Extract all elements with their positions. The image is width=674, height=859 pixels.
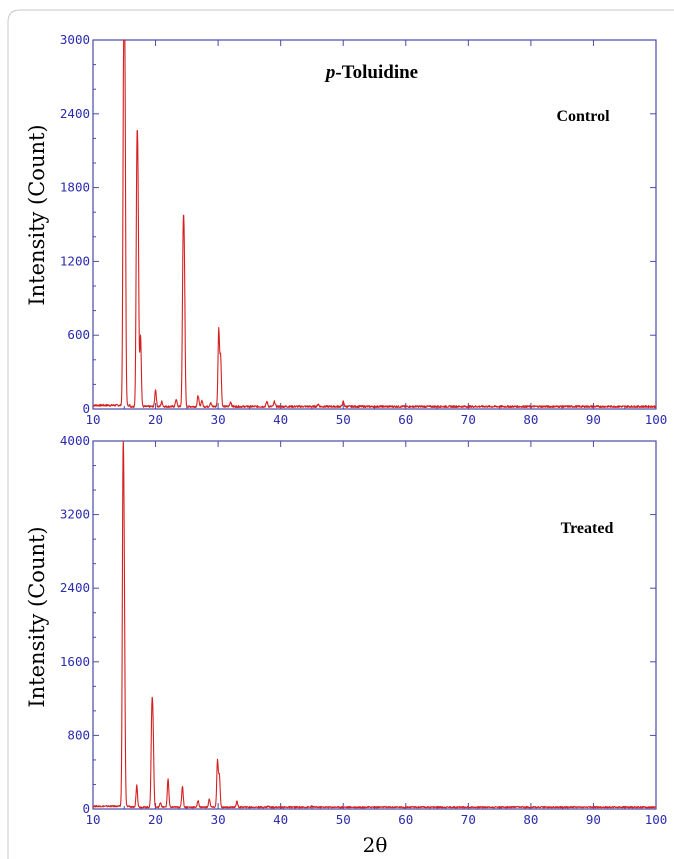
y-tick-label: 3200 (60, 507, 90, 522)
y-tick-label: 1600 (60, 654, 90, 669)
y-tick-label: 3000 (60, 32, 90, 47)
x-tick-label: 60 (398, 812, 413, 827)
y-tick-label: 1800 (60, 180, 90, 195)
x-tick-label: 10 (85, 812, 100, 827)
y-tick-label: 1200 (60, 253, 90, 268)
y-tick-label: 800 (67, 727, 90, 742)
x-tick-label: 20 (148, 412, 163, 427)
y-tick-label: 600 (67, 327, 90, 342)
y-tick-label: 4000 (60, 433, 90, 448)
x-tick-label: 80 (523, 412, 538, 427)
chart-title-rest: -Toluidine (335, 62, 418, 83)
x-tick-label: 90 (586, 412, 601, 427)
figure-frame (7, 9, 674, 859)
x-tick-label: 100 (645, 812, 668, 827)
x-tick-label: 20 (148, 812, 163, 827)
y-tick-label: 2400 (60, 106, 90, 121)
control-panel: 10 20 30 40 50 60 70 80 90 100 0 600 1200 1800 2400 30… (25, 32, 667, 427)
x-tick-label: 60 (398, 412, 413, 427)
y-tick-label: 0 (82, 801, 90, 816)
chart-title-italic: p (324, 62, 336, 83)
treated-y-axis-label: Intensity (Count) (25, 526, 49, 707)
control-y-tick-labels: 0 600 1200 1800 2400 3000 (60, 32, 90, 416)
x-tick-label: 70 (461, 412, 476, 427)
treated-ticks (92, 440, 657, 810)
x-tick-label: 100 (645, 412, 668, 427)
treated-x-tick-labels: 10 20 30 40 50 60 70 80 90 100 (85, 812, 667, 827)
y-tick-label: 0 (82, 401, 90, 416)
x-axis-label: 2θ (363, 833, 388, 857)
x-tick-label: 40 (273, 812, 288, 827)
x-tick-label: 80 (523, 812, 538, 827)
x-tick-label: 10 (85, 412, 100, 427)
control-y-axis-label: Intensity (Count) (25, 124, 49, 305)
x-tick-label: 50 (336, 412, 351, 427)
chart-title: p-Toluidine (324, 62, 418, 83)
y-tick-label: 2400 (60, 580, 90, 595)
treated-y-tick-labels: 0 800 1600 2400 3200 4000 (60, 433, 90, 816)
control-label: Control (556, 108, 610, 125)
control-axes-frame (92, 39, 657, 410)
x-tick-label: 40 (273, 412, 288, 427)
control-ticks (92, 39, 657, 410)
treated-panel: 10 20 30 40 50 60 70 80 90 100 0 800 1600 2400 3200 40… (25, 433, 667, 857)
x-tick-label: 50 (336, 812, 351, 827)
control-series-line (92, 39, 657, 409)
control-x-tick-labels: 10 20 30 40 50 60 70 80 90 100 (85, 412, 667, 427)
treated-label: Treated (561, 520, 614, 537)
x-tick-label: 70 (461, 812, 476, 827)
treated-axes-frame (92, 440, 657, 810)
x-tick-label: 30 (211, 812, 226, 827)
x-tick-label: 90 (586, 812, 601, 827)
treated-series-line (92, 440, 657, 809)
x-tick-label: 30 (211, 412, 226, 427)
